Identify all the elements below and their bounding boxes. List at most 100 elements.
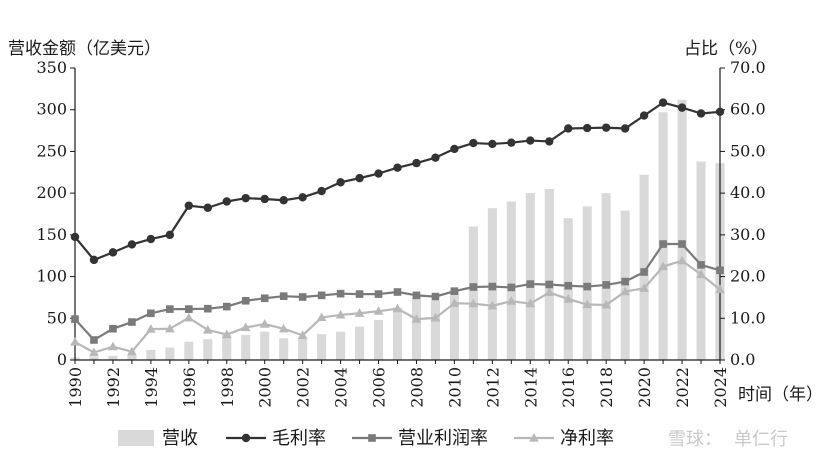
circle-series-point-2022 xyxy=(677,103,687,112)
x-tick-label: 1996 xyxy=(180,367,199,408)
circle-series-point-2023 xyxy=(696,109,706,118)
triangle-series-point-2001 xyxy=(278,323,289,333)
triangle-series-point-1996 xyxy=(184,312,194,322)
left-tick-label: 150 xyxy=(36,225,67,244)
circle-series-point-1992 xyxy=(108,248,118,257)
revenue-bar-1994 xyxy=(146,349,156,360)
x-tick-label: 2012 xyxy=(483,367,502,408)
triangle-series-point-2012 xyxy=(487,300,498,310)
circle-series-point-1995 xyxy=(165,230,175,240)
circle-series-point-1994 xyxy=(146,234,156,244)
square-series-point-2006 xyxy=(374,290,383,298)
x-tick-label: 2002 xyxy=(294,367,313,408)
x-tick-label: 2020 xyxy=(635,367,654,408)
circle-series-point-2019 xyxy=(620,124,630,133)
square-series xyxy=(71,240,724,344)
revenue-bar-2010 xyxy=(449,289,459,360)
revenue-bar-2023 xyxy=(696,161,706,360)
revenue-bar-1998 xyxy=(222,334,232,360)
revenue-bar-2007 xyxy=(392,307,403,360)
triangle-series-point-2008 xyxy=(411,314,422,323)
revenue-bar-1995 xyxy=(165,347,175,360)
revenue-bar-2000 xyxy=(260,331,270,360)
x-tick-label: 2008 xyxy=(407,367,426,408)
square-series-point-1991 xyxy=(90,336,98,344)
circle-series-point-2004 xyxy=(336,178,345,187)
legend: 营收 毛利率 营业利润率 净利率 xyxy=(118,428,614,449)
square-series-point-2011 xyxy=(469,283,478,291)
circle-series-point-1991 xyxy=(89,255,99,265)
square-series-point-2004 xyxy=(336,289,345,298)
revenue-bar-2015 xyxy=(544,188,554,360)
right-tick-label: 10.0 xyxy=(730,308,766,327)
circle-series xyxy=(70,98,725,265)
square-series-point-2019 xyxy=(621,277,629,286)
square-series-point-2015 xyxy=(545,280,554,289)
circle-series-point-1999 xyxy=(241,193,250,203)
triangle-series-point-2011 xyxy=(468,298,479,308)
right-axis-title: 占比（%） xyxy=(684,39,768,59)
triangle-series-point-2003 xyxy=(316,312,327,322)
square-series-point-2021 xyxy=(659,240,667,248)
square-series-point-2007 xyxy=(393,288,402,296)
square-series-point-2023 xyxy=(697,261,705,269)
triangle-series-point-1990 xyxy=(70,337,80,346)
triangle-series-point-2022 xyxy=(677,255,687,265)
x-tick-label: 2006 xyxy=(370,367,389,408)
square-series-point-2012 xyxy=(488,282,497,291)
right-tick-label: 30.0 xyxy=(730,225,766,244)
triangle-series-point-2024 xyxy=(715,284,725,294)
triangle-series-point-2015 xyxy=(544,287,555,297)
square-series-point-1993 xyxy=(128,318,136,326)
ratio-lines xyxy=(70,98,725,357)
circle-series-point-1998 xyxy=(222,197,231,206)
triangle-series-point-2007 xyxy=(392,303,403,313)
legend-label: 净利率 xyxy=(560,428,614,449)
square-series-point-2008 xyxy=(412,291,421,300)
circle-series-point-2012 xyxy=(488,139,497,149)
circle-series-point-1990 xyxy=(70,232,80,242)
square-series-point-2017 xyxy=(583,282,592,291)
square-series-point-2020 xyxy=(640,268,648,276)
left-tick-label: 300 xyxy=(36,100,67,119)
revenue-bar-2022 xyxy=(677,99,687,361)
triangle-series-point-2006 xyxy=(373,306,384,315)
left-axis-title: 营收金额（亿美元） xyxy=(8,39,161,59)
x-tick-label: 2014 xyxy=(521,367,540,408)
revenue-bar-2003 xyxy=(317,334,327,360)
axes xyxy=(70,67,725,364)
circle-series-point-2024 xyxy=(715,107,725,117)
circle-series-point-2014 xyxy=(526,136,535,145)
revenue-bar-2004 xyxy=(336,331,346,360)
right-tick-label: 50.0 xyxy=(730,141,766,160)
x-tick-label: 1990 xyxy=(66,367,85,408)
circle-series-point-1997 xyxy=(203,203,212,212)
revenue-bar-2002 xyxy=(298,337,308,360)
x-tick-label: 2010 xyxy=(445,367,464,408)
circle-series-point-2011 xyxy=(469,138,478,148)
left-tick-label: 350 xyxy=(36,58,67,77)
square-series-point-2024 xyxy=(716,266,724,275)
square-series-point-1994 xyxy=(147,309,155,318)
legend-marker xyxy=(368,434,376,442)
square-series-point-2014 xyxy=(526,280,535,288)
legend-label: 营业利润率 xyxy=(398,428,488,449)
revenue-bar-2008 xyxy=(411,296,422,360)
triangle-series-point-2013 xyxy=(506,296,517,305)
triangle-series-point-1993 xyxy=(127,346,137,356)
triangle-series-point-2014 xyxy=(525,298,536,308)
square-series-point-1990 xyxy=(71,315,79,323)
triangle-series-point-2010 xyxy=(449,298,460,307)
triangle-series-point-2005 xyxy=(354,308,365,317)
x-tick-label: 1992 xyxy=(104,367,123,408)
triangle-series-point-1994 xyxy=(146,324,156,333)
triangle-series-point-1999 xyxy=(240,322,251,332)
triangle-series-point-1998 xyxy=(221,329,232,339)
square-series-point-1998 xyxy=(222,302,231,311)
circle-series-point-2002 xyxy=(298,193,307,202)
triangle-series xyxy=(70,255,725,357)
triangle-series-point-1992 xyxy=(108,341,118,351)
revenue-bar-2011 xyxy=(468,226,478,360)
triangle-series-point-1991 xyxy=(89,347,99,357)
circle-series-point-2015 xyxy=(545,137,554,146)
